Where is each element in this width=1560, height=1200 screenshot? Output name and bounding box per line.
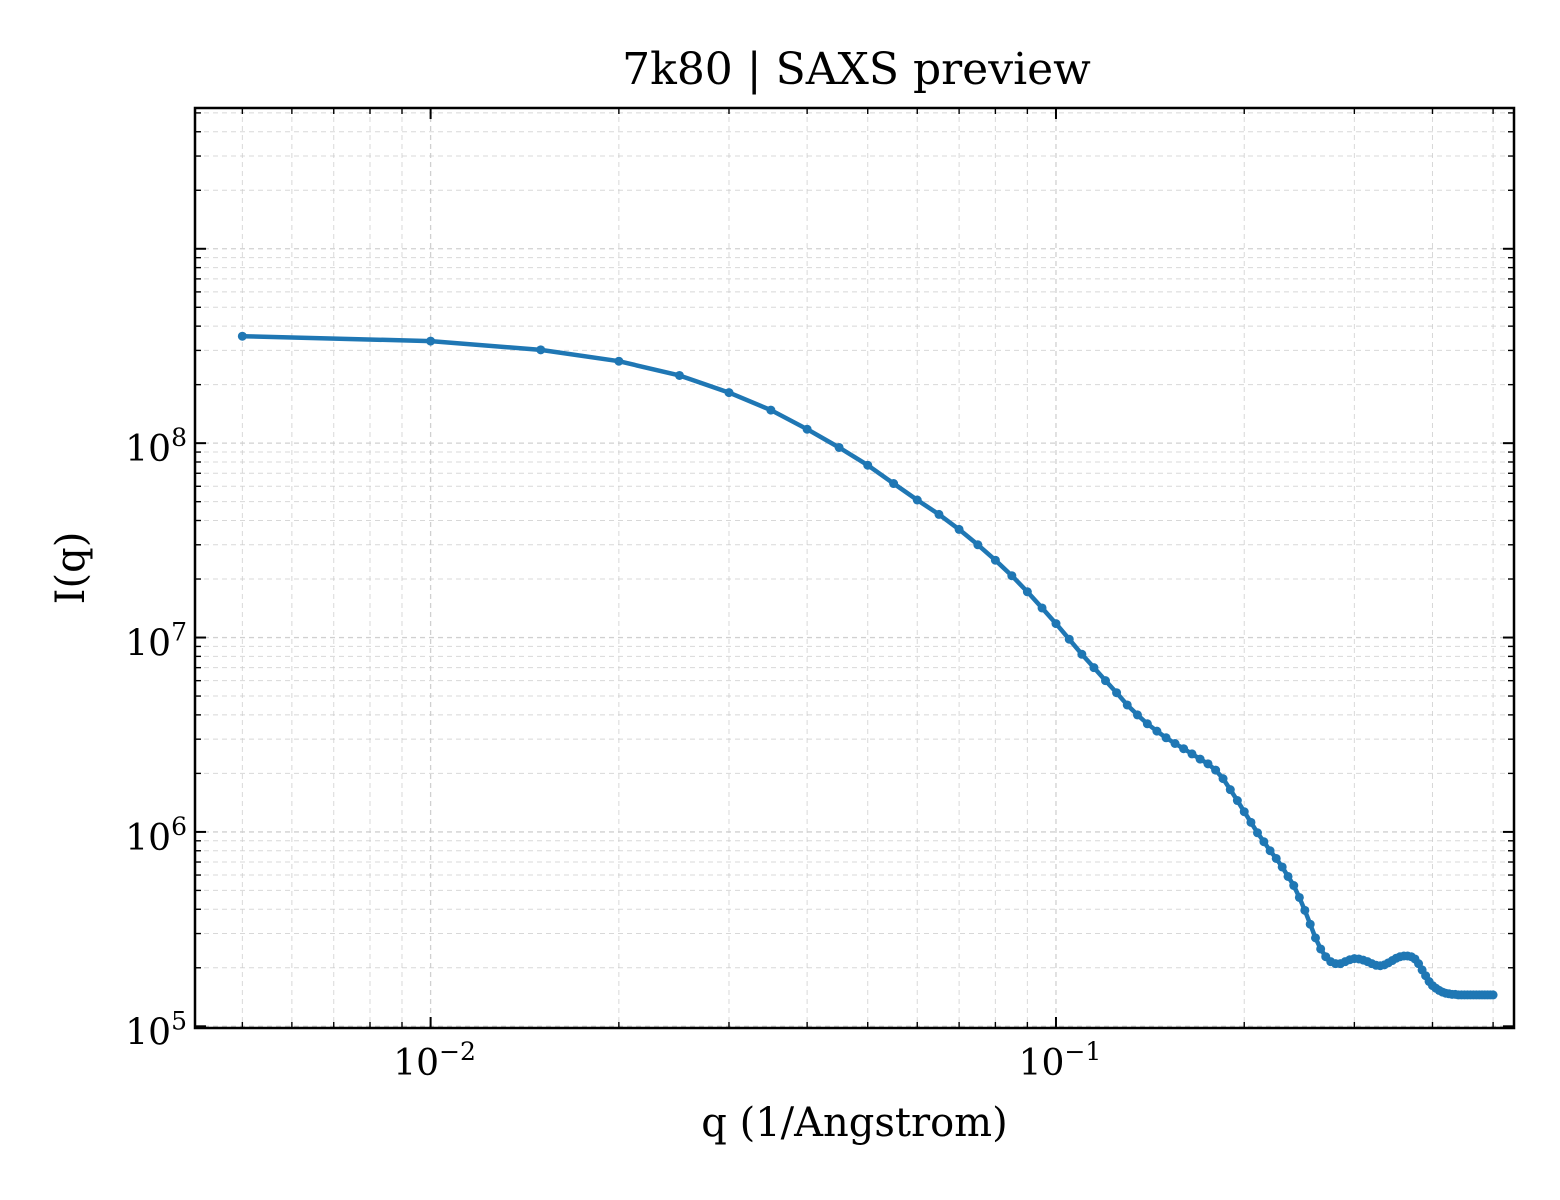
data-point: [954, 524, 964, 534]
data-point: [912, 495, 922, 505]
data-point: [237, 331, 247, 341]
data-point: [1283, 871, 1293, 881]
data-point: [1218, 774, 1228, 784]
y-tick-label: 106: [125, 812, 187, 859]
data-point: [1132, 710, 1142, 720]
data-point: [1316, 944, 1326, 954]
data-point: [1289, 881, 1299, 891]
data-point: [536, 345, 546, 355]
data-point: [1211, 765, 1221, 775]
data-point: [973, 540, 983, 550]
data-point: [1152, 726, 1162, 736]
data-point: [1022, 587, 1032, 597]
data-point: [1271, 853, 1281, 863]
chart-title: 7k80 | SAXS preview: [622, 44, 1091, 95]
data-point: [1077, 649, 1087, 659]
data-point: [1161, 733, 1171, 743]
data-point: [1225, 785, 1235, 795]
data-point: [1195, 754, 1205, 764]
data-point: [1142, 719, 1152, 729]
data-point: [1259, 837, 1269, 847]
data-point: [863, 460, 873, 470]
data-point: [934, 509, 944, 519]
tick-marks: [195, 108, 1514, 1028]
data-point: [1051, 619, 1061, 629]
y-tick-label: 105: [125, 1006, 187, 1053]
data-point: [1179, 744, 1189, 754]
data-point: [614, 356, 624, 366]
data-point: [802, 424, 812, 434]
x-tick-label: 10−1: [1019, 1037, 1102, 1084]
data-point: [834, 442, 844, 452]
data-point: [724, 388, 734, 398]
data-point: [1101, 676, 1110, 686]
data-point: [1300, 905, 1310, 915]
data-point: [1265, 846, 1275, 856]
minor-gridlines: [195, 108, 1514, 1028]
data-point: [1187, 749, 1197, 759]
major-gridlines: [195, 108, 1514, 1028]
data-point: [1089, 663, 1099, 673]
data-point: [1122, 700, 1132, 710]
data-point: [1277, 862, 1287, 872]
data-point: [1007, 571, 1017, 581]
data-point: [1488, 990, 1498, 1000]
data-point: [426, 336, 436, 346]
y-tick-label: 107: [125, 618, 187, 665]
x-tick-label: 10−2: [393, 1037, 476, 1084]
data-point: [1170, 739, 1180, 748]
data-point: [889, 479, 899, 489]
plot-frame: [193, 106, 1516, 1030]
y-tick-label: 108: [125, 423, 187, 470]
data-point: [1037, 603, 1047, 613]
data-point: [990, 555, 1000, 565]
data-point: [1112, 688, 1122, 698]
data-point: [1305, 919, 1315, 929]
tick-labels: 10−2 10−1 105 106 107 108: [125, 423, 1101, 1084]
data-point: [1294, 892, 1304, 902]
data-point: [1203, 759, 1213, 769]
data-point: [766, 405, 776, 415]
data-point: [1239, 807, 1249, 817]
data-point: [1246, 817, 1256, 827]
data-point: [1310, 933, 1320, 943]
data-point: [1232, 796, 1242, 806]
data-point: [1064, 634, 1074, 644]
y-axis-label: I(q): [48, 532, 94, 605]
series-layer: [237, 331, 1498, 1000]
data-point: [674, 370, 684, 380]
data-point: [1252, 828, 1262, 838]
x-axis-label: q (1/Angstrom): [701, 1100, 1007, 1146]
